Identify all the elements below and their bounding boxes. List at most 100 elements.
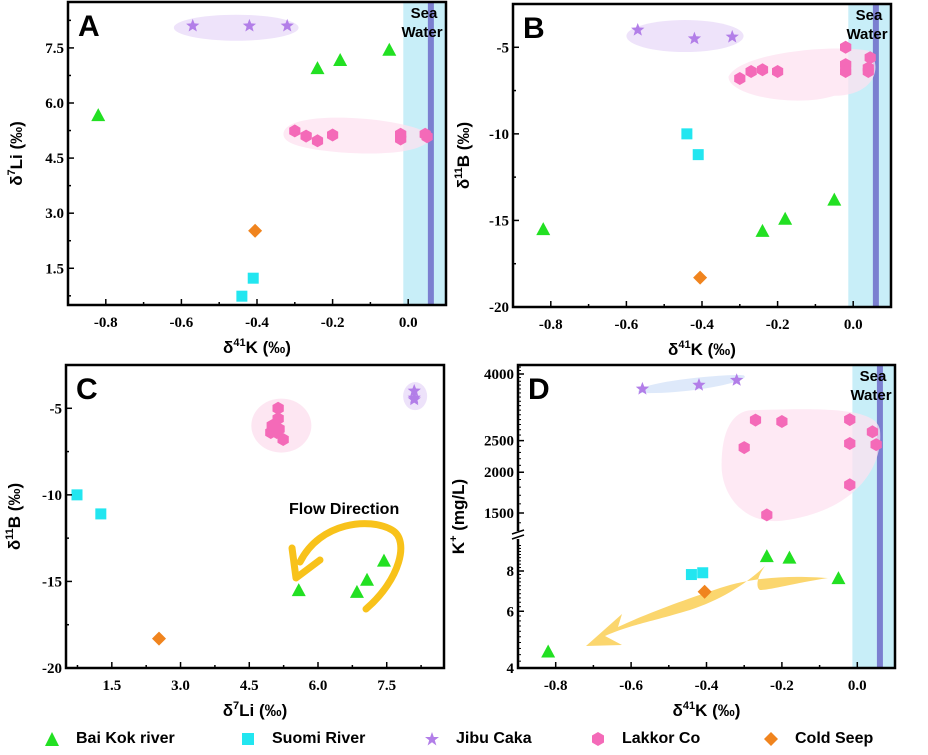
data-point-lakkor: [866, 425, 878, 439]
data-point-cold-seep: [152, 631, 167, 646]
x-axis-title: δ41K (‰): [223, 337, 291, 357]
legend-label: Lakkor Co: [622, 730, 701, 747]
plot-frame: [516, 363, 897, 670]
data-point-lakkor: [749, 413, 762, 427]
panel-letter: C: [76, 373, 98, 406]
data-point-bai-kok: [382, 42, 397, 56]
star-marker-icon: [425, 732, 439, 746]
axis-title-rest: K (‰): [695, 701, 740, 720]
y-tick-label: -15: [42, 574, 62, 590]
x-tick-label: -0.4: [695, 678, 719, 694]
legend-item-bai-kok: Bai Kok river: [44, 730, 175, 748]
flow-direction-label: Flow Direction: [289, 501, 399, 518]
data-point-jibu: [407, 384, 421, 397]
data-point-lakkor: [862, 65, 874, 78]
data-point-lakkor: [870, 438, 882, 452]
plot-frame: [64, 363, 446, 670]
data-point-lakkor: [327, 128, 339, 142]
triangle-marker-icon: [45, 732, 59, 746]
data-point-lakkor: [840, 65, 852, 78]
y-tick-label: 7.5: [45, 41, 64, 57]
data-point-jibu: [692, 378, 706, 391]
x-tick-label: 0.0: [844, 317, 863, 333]
diamond-marker-icon: [764, 732, 778, 746]
data-point-lakkor: [844, 478, 856, 492]
x-tick-label: -0.4: [690, 317, 714, 333]
data-point-bai-kok: [541, 644, 556, 658]
figure: Sea Water -0.8 -0.6 -0.4 -0.2 0.0 1.5 3.0 4.5 6.0 7…: [4, 0, 897, 720]
data-point-bai-kok: [759, 549, 774, 563]
data-point-suomi: [71, 489, 83, 501]
x-tick-label: -0.8: [544, 678, 568, 694]
y-axis-title: δ7Li (‰): [6, 121, 26, 186]
hexagon-marker-icon: [592, 732, 604, 746]
panel-B: Sea Water -0.8 -0.6 -0.4 -0.2 0.0 -20 -15 -10 -5 Bδ…: [453, 2, 893, 359]
data-point-suomi: [697, 567, 709, 579]
data-point-bai-kok: [376, 553, 391, 567]
data-point-cold-seep: [693, 270, 708, 285]
axis-title-k: K: [449, 541, 468, 554]
x-tick-label: -0.2: [766, 317, 790, 333]
x-tick-label: 6.0: [309, 678, 328, 694]
data-point-jibu: [635, 381, 650, 395]
lakkor-halo: [728, 48, 876, 101]
data-point-lakkor: [756, 63, 769, 77]
x-tick-label: 0.0: [399, 315, 418, 331]
seawater-band: [403, 3, 446, 305]
axis-title-rest: K (‰): [691, 340, 736, 359]
axis-title-delta: δ: [223, 338, 233, 357]
y-tick-label: -20: [489, 300, 509, 316]
data-point-suomi: [685, 569, 697, 581]
panel-letter: D: [528, 373, 550, 406]
axis-title-superscript: 11: [4, 528, 16, 540]
data-point-bai-kok: [291, 583, 306, 597]
data-point-lakkor: [844, 437, 856, 450]
axis-title-superscript: 41: [678, 339, 690, 351]
axis-title-rest: Li (‰): [7, 121, 26, 169]
axis-title-delta: δ: [673, 701, 683, 720]
data-point-jibu: [280, 18, 294, 32]
data-point-lakkor: [734, 72, 746, 85]
data-point-cold-seep: [248, 223, 263, 238]
legend-item-jibu: Jibu Caka: [424, 730, 532, 748]
square-marker-icon: [242, 733, 254, 745]
data-point-lakkor: [272, 401, 284, 415]
x-tick-label: 7.5: [377, 678, 396, 694]
lakkor-halo: [721, 409, 881, 522]
x-tick-label: -0.2: [321, 315, 345, 331]
legend-label: Jibu Caka: [456, 730, 532, 747]
y-tick-label: 3.0: [45, 206, 64, 222]
legend-label: Bai Kok river: [76, 730, 175, 747]
x-tick-label: 3.0: [171, 678, 190, 694]
trend-arrow: [586, 566, 828, 646]
data-point-lakkor: [395, 132, 407, 146]
x-tick-label: 0.0: [848, 678, 867, 694]
seawater-line: [876, 366, 883, 668]
data-point-suomi: [247, 272, 259, 284]
y-tick-label: -20: [42, 661, 62, 677]
data-point-bai-kok: [91, 108, 106, 122]
data-point-bai-kok: [778, 211, 793, 225]
x-axis-title: δ7Li (‰): [223, 700, 288, 720]
panel-letter: B: [523, 12, 545, 45]
data-point-bai-kok: [536, 222, 551, 236]
axis-title-delta: δ: [5, 540, 24, 550]
x-tick-label: 1.5: [102, 678, 121, 694]
axis-title-superscript: 41: [683, 700, 695, 712]
data-point-lakkor: [311, 134, 324, 148]
legend-label: Cold Seep: [795, 730, 874, 747]
legend-item-cold-seep: Cold Seep: [763, 730, 873, 748]
data-point-bai-kok: [827, 192, 842, 206]
panel-D: Sea Water -0.8 -0.6 -0.4 -0.2 0.0 1500 2000 2500 4…: [448, 363, 897, 720]
data-point-jibu: [242, 18, 257, 32]
axis-title-rest: Li (‰): [239, 701, 287, 720]
panel-letter: A: [78, 10, 100, 43]
axis-break-mark: [511, 529, 525, 535]
data-point-suomi: [236, 290, 248, 302]
seawater-line: [872, 5, 879, 307]
data-point-jibu: [687, 31, 702, 45]
legend: Bai Kok river Suomi River Jibu Caka Lakk…: [0, 724, 928, 755]
axis-title-rest: B (‰): [5, 483, 24, 528]
seawater-band: [852, 366, 895, 668]
data-point-lakkor: [840, 40, 852, 54]
